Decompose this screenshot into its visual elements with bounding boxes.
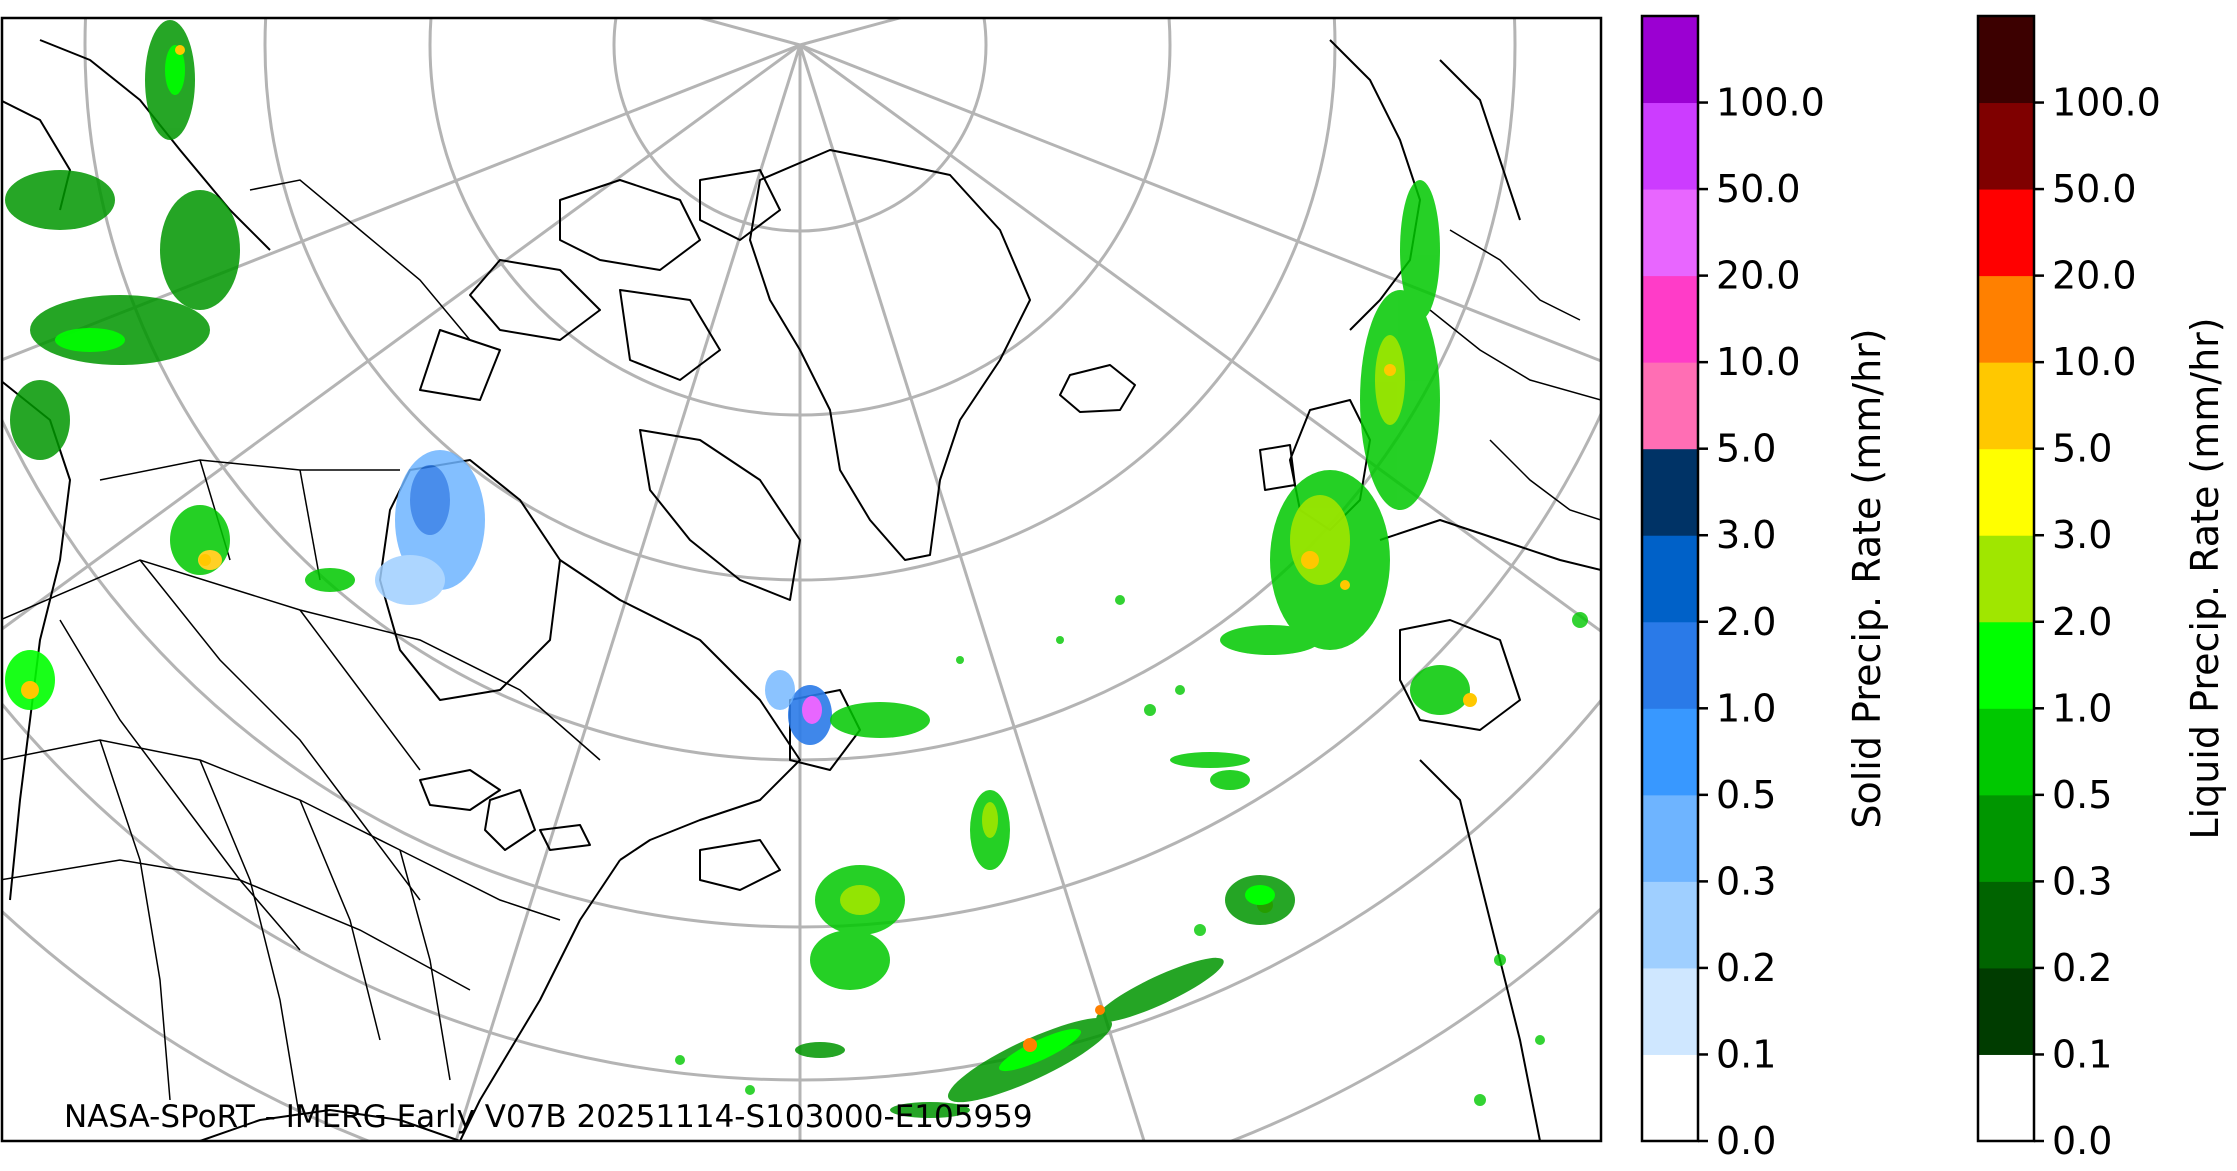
colorbar-segment: [1978, 1054, 2034, 1142]
colorbar-segment: [1642, 448, 1698, 536]
colorbar-tick-label: 0.1: [1716, 1032, 1776, 1076]
colorbar-segment: [1978, 881, 2034, 969]
colorbar-tick-label: 10.0: [2052, 340, 2137, 384]
colorbar-tick-label: 5.0: [1716, 427, 1776, 471]
map-frame: [0, 16, 1603, 1143]
colorbar-tick-label: 10.0: [1716, 340, 1801, 384]
colorbar-tick-label: 0.2: [1716, 946, 1776, 990]
colorbar-tick-label: 20.0: [1716, 254, 1801, 298]
precipitation-field: [5, 20, 1588, 1118]
colorbar-tick-label: 0.5: [2052, 773, 2112, 817]
liquid-precip-colorbar: 0.0 0.1 0.2 0.3 0.5 1.0 2.0 3.0 5.0 10.0 20.0 50.0 1…: [1976, 14, 2227, 1163]
colorbar-tick-label: 2.0: [1716, 600, 1776, 644]
colorbar-segment: [1642, 708, 1698, 796]
colorbar-tick-label: 0.3: [1716, 859, 1776, 903]
colorbar-segment: [1978, 794, 2034, 882]
iceland-coastline: [1059, 364, 1136, 413]
colorbar-segment: [1978, 189, 2034, 277]
colorbar-tick-label: 50.0: [1716, 167, 1801, 211]
colorbar-tick-label: 3.0: [2052, 513, 2112, 557]
colorbar-segment: [1978, 102, 2034, 190]
colorbar-segment: [1642, 794, 1698, 882]
colorbar-segment: [1642, 881, 1698, 969]
colorbar-segment: [1642, 621, 1698, 709]
liquid-precip-alaska: [5, 20, 240, 460]
colorbar-tick-label: 100.0: [1716, 81, 1825, 125]
colorbar-tick-label: 0.0: [1716, 1119, 1776, 1163]
map-panel: NASA-SPoRT - IMERG Early V07B 20251114-S…: [0, 16, 1603, 1143]
map-caption: NASA-SPoRT - IMERG Early V07B 20251114-S…: [64, 1099, 1033, 1135]
colorbar-label: Liquid Precip. Rate (mm/hr): [2183, 317, 2227, 839]
colorbar-segment: [1978, 621, 2034, 709]
colorbar-segment: [1978, 362, 2034, 450]
greenland-coastline: [749, 149, 1031, 561]
political-borders: [2, 179, 1601, 1121]
colorbar-tick-label: 1.0: [1716, 686, 1776, 730]
colorbar-frame: [1640, 14, 1700, 1143]
colorbar-segment: [1978, 448, 2034, 536]
colorbar-tick-label: 0.2: [2052, 946, 2112, 990]
solid-precip-labrador: [765, 670, 832, 745]
colorbar-segment: [1642, 1054, 1698, 1142]
colorbar-segment: [1642, 275, 1698, 363]
colorbar-tick-label: 5.0: [2052, 427, 2112, 471]
colorbar-tick-label: 0.1: [2052, 1032, 2112, 1076]
colorbar-tick-label: 20.0: [2052, 254, 2137, 298]
colorbar-segment: [1978, 708, 2034, 796]
colorbar-tick-label: 100.0: [2052, 81, 2161, 125]
colorbar-segment: [1642, 102, 1698, 190]
colorbar-segment: [1642, 535, 1698, 623]
colorbar-segment: [1642, 189, 1698, 277]
colorbar-tick-label: 0.0: [2052, 1119, 2112, 1163]
colorbar-tick-label: 50.0: [2052, 167, 2137, 211]
solid-precip-colorbar: 0.0 0.1 0.2 0.3 0.5 1.0 2.0 3.0 5.0 10.0 20.0 50.0 1…: [1640, 14, 1889, 1163]
solid-precip-canada: [170, 450, 485, 605]
colorbar-segment: [1978, 16, 2034, 104]
colorbar-segment: [1642, 362, 1698, 450]
colorbar-segment: [1978, 535, 2034, 623]
colorbar-label: Solid Precip. Rate (mm/hr): [1845, 328, 1889, 828]
colorbar-tick-label: 0.3: [2052, 859, 2112, 903]
colorbar-tick-label: 0.5: [1716, 773, 1776, 817]
colorbar-frame: [1976, 14, 2036, 1143]
colorbar-tick-label: 2.0: [2052, 600, 2112, 644]
colorbar-segment: [1642, 967, 1698, 1055]
colorbar-segment: [1978, 967, 2034, 1055]
colorbar-segment: [1642, 16, 1698, 104]
colorbar-tick-label: 3.0: [1716, 513, 1776, 557]
colorbar-tick-label: 1.0: [2052, 686, 2112, 730]
colorbar-segment: [1978, 275, 2034, 363]
